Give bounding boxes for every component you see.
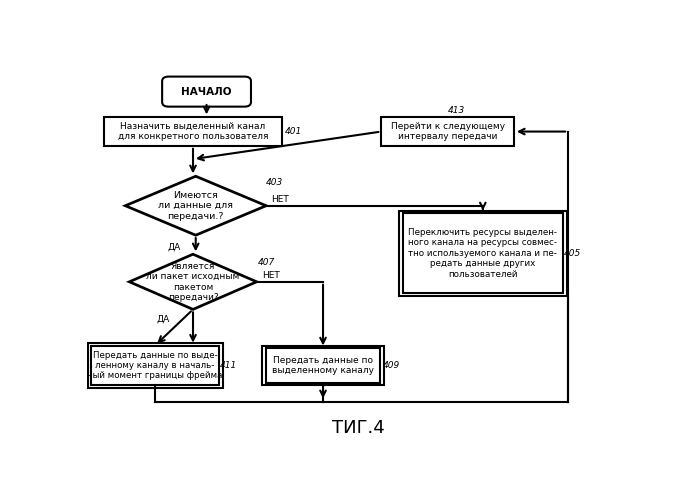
Text: НЕТ: НЕТ — [262, 271, 280, 280]
Polygon shape — [129, 254, 257, 309]
Text: НАЧАЛО: НАЧАЛО — [181, 86, 232, 97]
Text: 407: 407 — [258, 258, 275, 267]
Text: НЕТ: НЕТ — [271, 195, 289, 204]
Text: 403: 403 — [266, 178, 283, 187]
Text: Переключить ресурсы выделен-
ного канала на ресурсы совмес-
тно используемого ка: Переключить ресурсы выделен- ного канала… — [408, 228, 557, 279]
FancyBboxPatch shape — [87, 343, 222, 388]
Text: 405: 405 — [564, 249, 582, 258]
Text: Перейти к следующему
интервалу передачи: Перейти к следующему интервалу передачи — [391, 122, 505, 141]
FancyBboxPatch shape — [262, 346, 384, 385]
FancyBboxPatch shape — [266, 348, 380, 382]
Text: ДА: ДА — [168, 243, 180, 252]
FancyBboxPatch shape — [92, 345, 219, 385]
FancyBboxPatch shape — [403, 213, 563, 293]
Text: Назначить выделенный канал
для конкретного пользователя: Назначить выделенный канал для конкретно… — [117, 122, 268, 141]
Text: Является
ли пакет исходным
пакетом
передачи?: Является ли пакет исходным пакетом перед… — [146, 262, 240, 302]
Text: 401: 401 — [285, 127, 303, 136]
FancyBboxPatch shape — [399, 210, 566, 296]
FancyBboxPatch shape — [162, 77, 251, 107]
FancyBboxPatch shape — [381, 117, 514, 146]
Text: Передать данные по выде-
ленному каналу в началь-
ный момент границы фрейма: Передать данные по выде- ленному каналу … — [87, 351, 223, 380]
Text: 411: 411 — [220, 361, 238, 370]
FancyBboxPatch shape — [103, 117, 282, 146]
Text: Передать данные по
выделенному каналу: Передать данные по выделенному каналу — [272, 356, 374, 375]
Polygon shape — [125, 176, 266, 235]
Text: Имеются
ли данные для
передачи.?: Имеются ли данные для передачи.? — [158, 191, 233, 221]
Text: ДА: ДА — [157, 315, 170, 324]
Text: ΤИГ.4: ΤИГ.4 — [332, 419, 384, 437]
Text: 413: 413 — [447, 106, 465, 115]
Text: 409: 409 — [382, 361, 400, 370]
